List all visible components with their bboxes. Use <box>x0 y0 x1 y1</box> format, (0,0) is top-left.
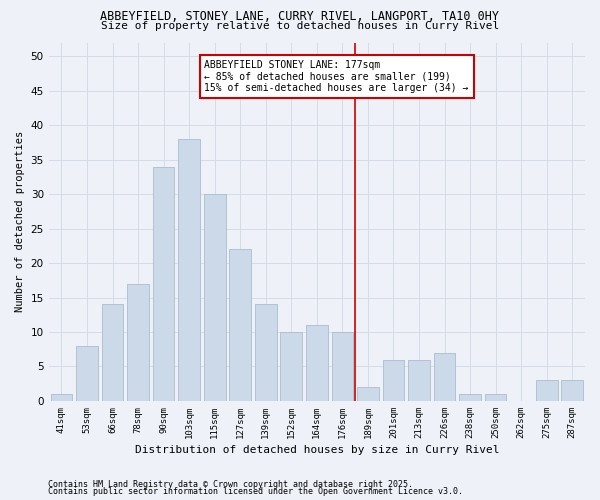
Bar <box>562 380 583 401</box>
Bar <box>153 166 175 401</box>
Bar <box>127 284 149 401</box>
Bar <box>485 394 506 401</box>
Bar <box>101 304 124 401</box>
Bar <box>280 332 302 401</box>
Y-axis label: Number of detached properties: Number of detached properties <box>15 131 25 312</box>
Text: Size of property relative to detached houses in Curry Rivel: Size of property relative to detached ho… <box>101 21 499 31</box>
Bar <box>459 394 481 401</box>
Bar <box>229 250 251 401</box>
Text: Contains public sector information licensed under the Open Government Licence v3: Contains public sector information licen… <box>48 487 463 496</box>
Text: ABBEYFIELD STONEY LANE: 177sqm
← 85% of detached houses are smaller (199)
15% of: ABBEYFIELD STONEY LANE: 177sqm ← 85% of … <box>205 60 469 93</box>
Bar <box>408 360 430 401</box>
Bar <box>76 346 98 401</box>
Text: Contains HM Land Registry data © Crown copyright and database right 2025.: Contains HM Land Registry data © Crown c… <box>48 480 413 489</box>
Bar <box>50 394 72 401</box>
Bar <box>306 325 328 401</box>
X-axis label: Distribution of detached houses by size in Curry Rivel: Distribution of detached houses by size … <box>134 445 499 455</box>
Bar <box>536 380 557 401</box>
Bar <box>255 304 277 401</box>
Bar <box>383 360 404 401</box>
Bar <box>204 194 226 401</box>
Text: ABBEYFIELD, STONEY LANE, CURRY RIVEL, LANGPORT, TA10 0HY: ABBEYFIELD, STONEY LANE, CURRY RIVEL, LA… <box>101 10 499 23</box>
Bar <box>178 139 200 401</box>
Bar <box>332 332 353 401</box>
Bar <box>357 387 379 401</box>
Bar <box>434 352 455 401</box>
